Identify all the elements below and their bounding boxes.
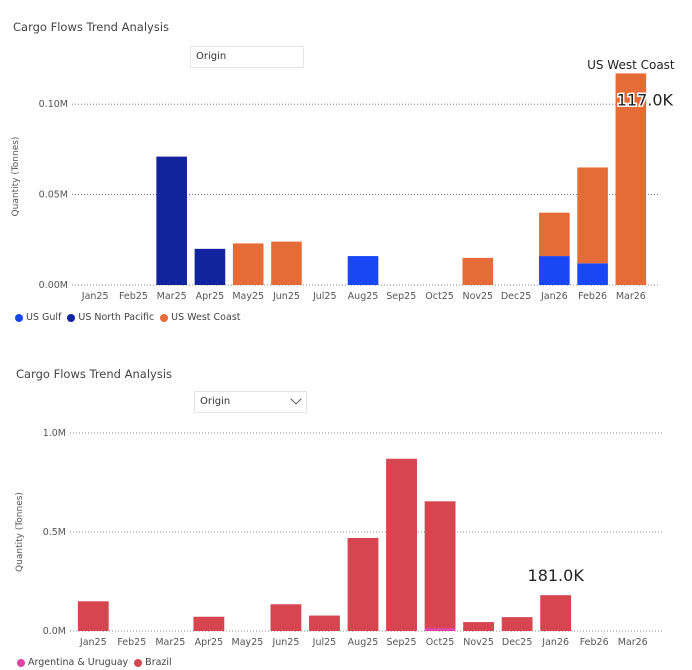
bar-us-gulf xyxy=(539,256,570,285)
legend-marker xyxy=(67,313,76,322)
legend-item[interactable]: US North Pacific xyxy=(67,312,154,323)
x-tick-label: Jun25 xyxy=(272,291,300,302)
legend-item[interactable]: Argentina & Uruguay xyxy=(17,657,128,668)
y-tick-label: 1.0M xyxy=(43,428,66,439)
legend: US Gulf US North Pacific US West Coast xyxy=(15,312,241,323)
x-tick-label: Jan25 xyxy=(81,291,109,302)
x-tick-label: Jul25 xyxy=(312,637,337,648)
bar-us-north-pacific xyxy=(156,156,187,285)
bar-brazil xyxy=(193,616,225,631)
legend-marker xyxy=(160,313,169,322)
chart-panel-2: Cargo Flows Trend Analysis Origin 0.0M 0.… xyxy=(0,345,692,670)
bar-chart: 0.0M 0.5M 1.0M Quantity (Tonnes) Jan25 Feb25 M… xyxy=(15,428,662,648)
x-tick-label: Nov25 xyxy=(463,637,494,648)
x-tick-label: Mar26 xyxy=(618,637,648,648)
origin-slicer-label: Origin xyxy=(200,396,231,407)
chart-title: Cargo Flows Trend Analysis xyxy=(16,367,173,381)
x-tick-label: Oct25 xyxy=(426,637,455,648)
x-tick-label: Jan26 xyxy=(541,637,569,648)
x-tick-label: May25 xyxy=(232,291,264,302)
chart-title: Cargo Flows Trend Analysis xyxy=(13,20,170,34)
annotation-value-label: 181.0K xyxy=(528,566,585,585)
x-tick-label: Dec25 xyxy=(501,291,531,302)
x-tick-label: Mar26 xyxy=(616,291,646,302)
bar-brazil xyxy=(386,458,417,631)
bar-us-west-coast xyxy=(615,73,647,285)
bar-us-gulf xyxy=(347,256,379,285)
x-tick-label: Jan26 xyxy=(540,291,568,302)
x-tick-label: Aug25 xyxy=(348,637,379,648)
bar-us-north-pacific xyxy=(194,248,226,285)
legend-item[interactable]: Brazil xyxy=(134,657,172,668)
legend-label: US West Coast xyxy=(171,312,241,323)
bar-brazil xyxy=(424,501,456,629)
annotation-series-label: US West Coast xyxy=(587,58,675,72)
bar-brazil xyxy=(270,604,302,631)
bar-us-west-coast xyxy=(271,241,302,285)
bar-argentina-uruguay xyxy=(424,628,456,631)
bar-brazil xyxy=(540,595,572,631)
x-tick-label: Jan25 xyxy=(79,637,107,648)
x-tick-label: Feb26 xyxy=(578,291,607,302)
legend-marker xyxy=(17,658,25,667)
bar-us-west-coast xyxy=(462,257,494,285)
x-tick-label: Sep25 xyxy=(387,637,417,648)
legend-label: US Gulf xyxy=(26,312,62,323)
origin-slicer[interactable]: Origin xyxy=(190,46,304,68)
legend-label: Argentina & Uruguay xyxy=(28,657,129,668)
legend-marker xyxy=(134,658,143,667)
x-tick-label: Apr25 xyxy=(195,637,224,648)
x-tick-label: May25 xyxy=(232,637,264,648)
x-tick-label: Nov25 xyxy=(462,291,493,302)
legend: Argentina & Uruguay Brazil xyxy=(17,657,172,668)
origin-slicer-label: Origin xyxy=(196,51,227,62)
x-tick-label: Jul25 xyxy=(312,291,337,302)
x-tick-label: Apr25 xyxy=(196,291,225,302)
annotation-value-label: 117.0K xyxy=(617,90,674,109)
legend-item[interactable]: US Gulf xyxy=(15,312,61,323)
legend-label: Brazil xyxy=(145,657,172,668)
y-axis-title: Quantity (Tonnes) xyxy=(15,492,25,572)
x-tick-label: Aug25 xyxy=(348,291,379,302)
y-tick-label: 0.05M xyxy=(39,190,68,201)
bar-brazil xyxy=(501,617,533,631)
y-tick-label: 0.0M xyxy=(43,626,66,637)
x-tick-label: Jun25 xyxy=(271,637,299,648)
x-tick-label: Mar25 xyxy=(157,291,187,302)
x-tick-label: Feb26 xyxy=(580,637,609,648)
x-tick-label: Mar25 xyxy=(155,637,185,648)
x-tick-label: Feb25 xyxy=(119,291,148,302)
bar-us-west-coast xyxy=(539,212,570,257)
x-tick-label: Sep25 xyxy=(386,291,416,302)
legend-marker xyxy=(15,313,23,322)
bar-brazil xyxy=(347,537,379,631)
bar-chart: 0.00M 0.05M 0.10M Quantity (Tonnes) Jan25 Feb… xyxy=(11,58,675,302)
bar-brazil xyxy=(309,615,340,631)
y-tick-label: 0.5M xyxy=(43,527,66,538)
chart-panel-1: Cargo Flows Trend Analysis Origin 0.00M 0… xyxy=(11,20,675,323)
bar-us-west-coast xyxy=(577,167,608,264)
y-tick-label: 0.00M xyxy=(39,280,68,291)
x-tick-label: Dec25 xyxy=(502,637,532,648)
bar-brazil xyxy=(77,601,109,631)
legend-label: US North Pacific xyxy=(78,312,155,323)
x-tick-label: Oct25 xyxy=(425,291,454,302)
bar-us-west-coast xyxy=(232,243,264,285)
bar-brazil xyxy=(463,622,495,631)
x-tick-label: Feb25 xyxy=(117,637,146,648)
y-tick-label: 0.10M xyxy=(39,99,68,110)
legend-item[interactable]: US West Coast xyxy=(160,312,241,323)
origin-slicer[interactable]: Origin xyxy=(194,391,307,413)
y-axis-title: Quantity (Tonnes) xyxy=(11,137,21,217)
bar-us-gulf xyxy=(577,263,608,285)
